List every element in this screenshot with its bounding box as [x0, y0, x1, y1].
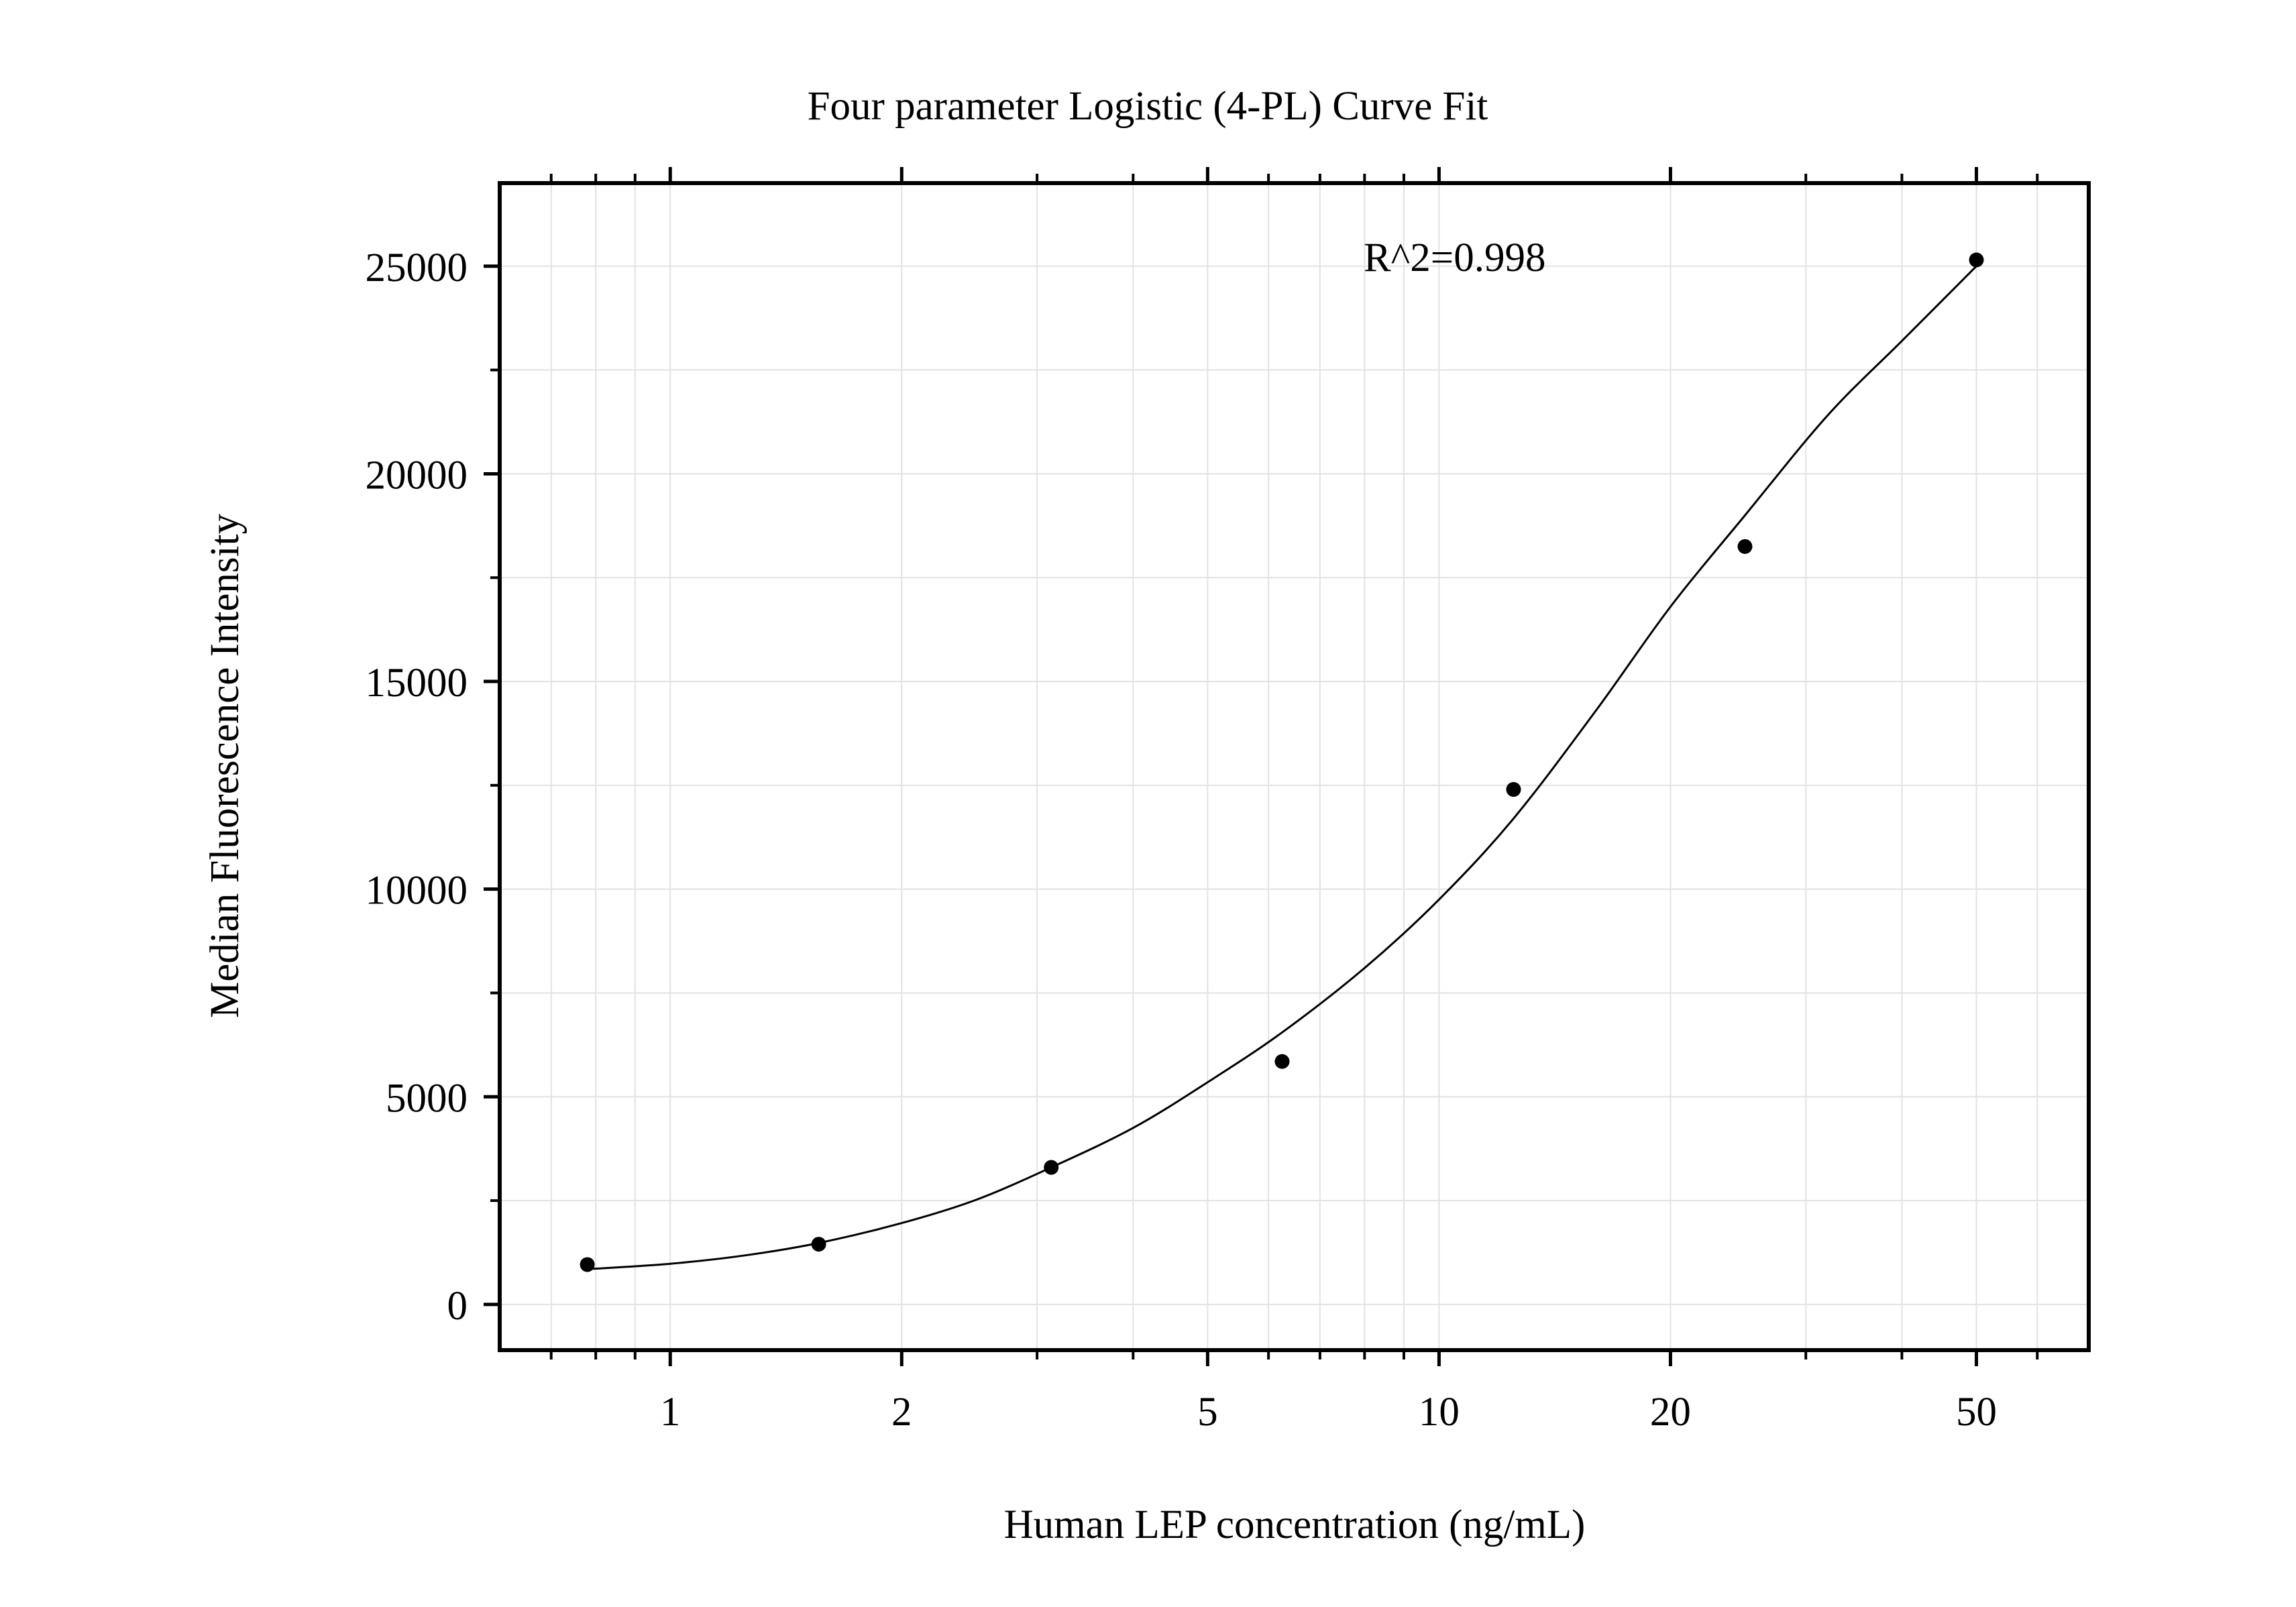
x-axis-label: Human LEP concentration (ng/mL): [1004, 1502, 1586, 1547]
fit-curve: [587, 265, 1977, 1270]
x-tick-label: 50: [1956, 1390, 1997, 1435]
y-tick-label: 25000: [366, 245, 468, 290]
y-tick-label: 10000: [366, 869, 468, 913]
data-point: [1737, 539, 1753, 554]
grid: [500, 183, 2089, 1350]
data-point: [1044, 1160, 1059, 1175]
x-tick-label: 10: [1419, 1390, 1460, 1435]
x-tick-label: 2: [891, 1390, 912, 1435]
fit-curve-layer: [587, 265, 1977, 1270]
data-point: [811, 1237, 826, 1252]
r-squared-annotation: R^2=0.998: [1364, 235, 1545, 280]
tick-labels: 1 2 5 10 20 50 0 5000 10000 15000 20000 25000: [366, 245, 1998, 1435]
y-axis-label: Median Fluorescence Intensity: [203, 513, 248, 1018]
y-tick-label: 0: [447, 1284, 468, 1329]
x-tick-label: 20: [1650, 1390, 1691, 1435]
data-point: [1506, 782, 1521, 797]
axis-ticks: [484, 167, 2039, 1366]
y-tick-label: 5000: [386, 1076, 468, 1121]
x-tick-label: 1: [660, 1390, 681, 1435]
y-tick-label: 20000: [366, 453, 468, 498]
y-tick-label: 15000: [366, 661, 468, 706]
plot-frame: [498, 181, 2091, 1352]
chart-title: Four parameter Logistic (4-PL) Curve Fit: [808, 84, 1488, 129]
data-point: [1969, 252, 1984, 268]
x-tick-label: 5: [1197, 1390, 1218, 1435]
data-point: [1274, 1054, 1290, 1069]
data-point: [580, 1257, 595, 1272]
data-points: [580, 252, 1984, 1272]
